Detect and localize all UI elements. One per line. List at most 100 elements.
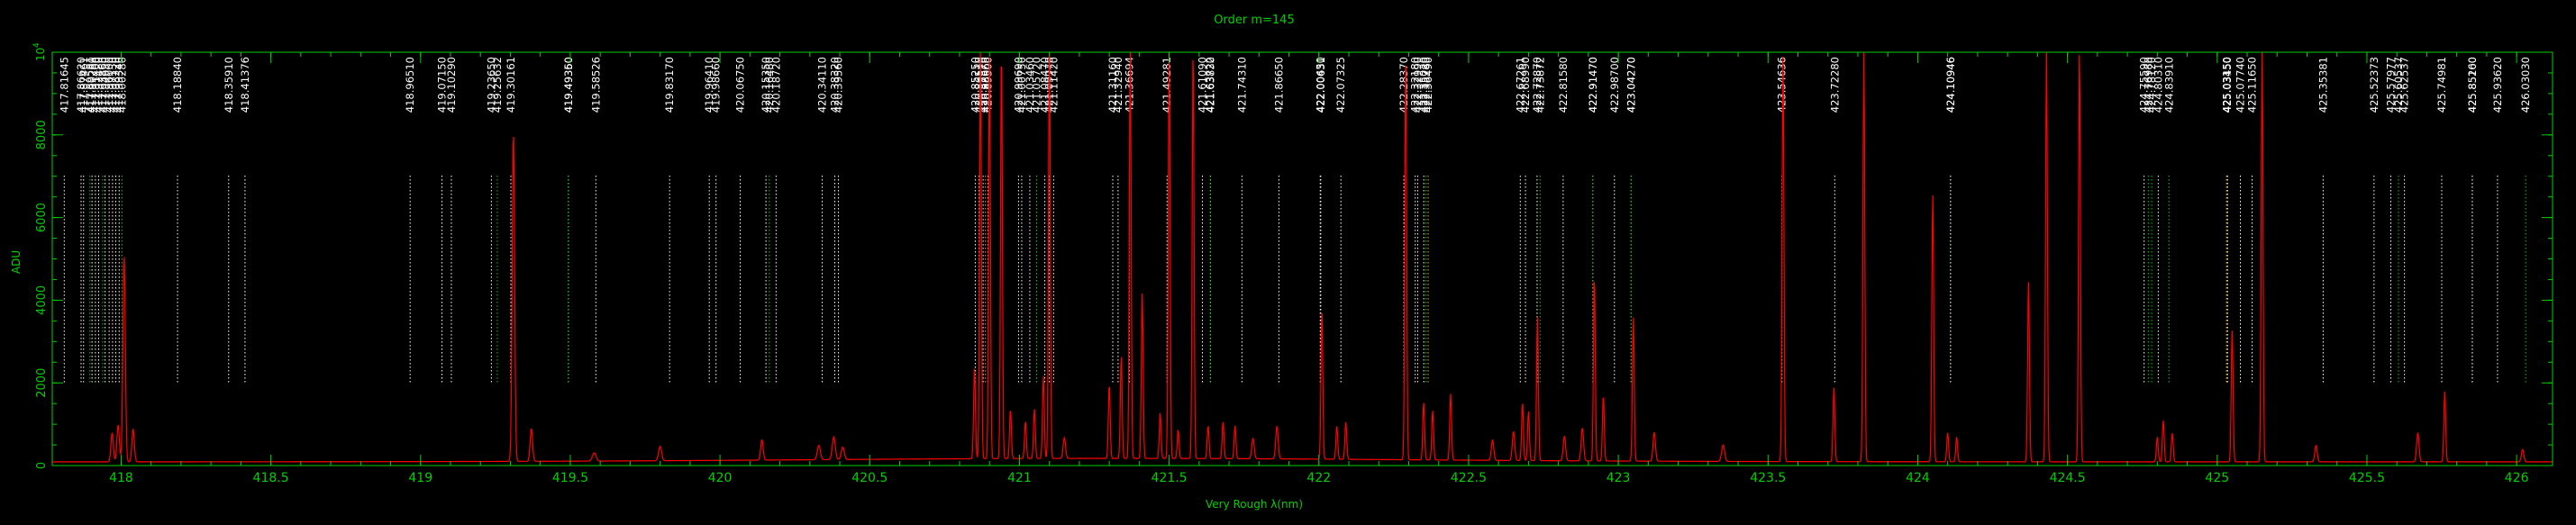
line-id-label: 425.57977: [2385, 57, 2398, 113]
y-tick-label: 8000: [35, 120, 49, 149]
line-id-label: 425.03150: [2220, 57, 2233, 113]
line-id-label: 420.16480: [763, 57, 776, 113]
line-id-label: 421.05720: [1031, 57, 1043, 113]
line-id-label: 417.96000: [103, 57, 115, 113]
line-id-label: 421.86650: [1272, 57, 1285, 113]
line-id-label: 417.91400: [89, 57, 102, 113]
line-id-label: 425.62537: [2399, 57, 2411, 113]
x-tick-label: 422: [1306, 471, 1331, 485]
line-id-label: 419.83170: [663, 57, 676, 113]
line-id-label: 422.00450: [1314, 57, 1326, 113]
line-id-label: 419.98660: [710, 57, 723, 113]
line-id-label: 420.85250: [969, 57, 981, 113]
x-tick-label: 425.5: [2349, 471, 2385, 485]
line-id-label: 422.98700: [1608, 57, 1621, 113]
spectrum-line: [52, 51, 2553, 463]
line-id-label: 419.07150: [436, 57, 449, 113]
line-id-label: 421.03460: [1024, 57, 1036, 113]
y-top-label: 10 4: [32, 42, 47, 61]
line-id-label: 417.92480: [92, 57, 105, 113]
line-id-label: 418.00280: [115, 57, 128, 113]
x-tick-label: 424.5: [2050, 471, 2086, 485]
line-id-label: 419.30161: [505, 57, 517, 113]
line-id-label: 425.60537: [2392, 57, 2405, 113]
line-id-label: 425.03450: [2221, 57, 2234, 113]
line-id-label: 418.35910: [223, 57, 235, 113]
x-axis: 418 418.5 419 419.5 420 420.5 421 421.5 422 422.5…: [109, 52, 2529, 485]
line-id-label: 421.49281: [1161, 57, 1173, 113]
x-tick-label: 419: [408, 471, 432, 485]
line-id-label: 421.00750: [1015, 57, 1028, 113]
line-id-label: 422.36490: [1422, 57, 1434, 113]
line-id-label: 420.34110: [816, 57, 829, 113]
line-id-label: 420.39560: [833, 57, 845, 113]
line-id-label: 420.86510: [973, 57, 986, 113]
x-tick-label: 424: [1906, 471, 1930, 485]
x-tick-label: 421: [1007, 471, 1032, 485]
y-tick-label: 2000: [35, 368, 49, 398]
line-id-label: 422.91470: [1587, 57, 1599, 113]
line-id-label: 422.32990: [1411, 57, 1424, 113]
line-id-label: 420.38320: [829, 57, 842, 113]
x-axis-label: Very Rough λ(nm): [1206, 498, 1303, 511]
line-id-label: 422.73872: [1534, 57, 1546, 113]
line-id-label: 417.99340: [113, 57, 125, 113]
line-id-label: 424.75590: [2138, 57, 2151, 113]
line-id-label: 419.58526: [589, 57, 602, 113]
line-id-label: 417.86620: [75, 57, 87, 113]
spectrum-series: [52, 51, 2553, 463]
line-id-label: 423.04270: [1625, 57, 1637, 113]
line-id-label: 421.36694: [1123, 57, 1135, 113]
line-id-label: 419.96410: [703, 57, 715, 113]
line-id-label: 423.72280: [1828, 57, 1841, 113]
line-id-label: 424.10946: [1944, 57, 1957, 113]
line-id-label: 419.25632: [491, 57, 504, 113]
line-id-label: 420.15350: [760, 57, 772, 113]
line-id-label: 424.10946: [1944, 57, 1957, 113]
x-tick-label: 421.5: [1151, 471, 1188, 485]
line-id-label: 422.07325: [1334, 57, 1347, 113]
line-id-label: 420.89500: [982, 57, 995, 113]
line-id-label: 425.74981: [2435, 57, 2448, 113]
y-axis: 0 2000 4000 6000 8000: [35, 51, 2553, 469]
x-tick-label: 422.5: [1451, 471, 1487, 485]
line-id-label: 421.74310: [1235, 57, 1248, 113]
x-tick-label: 418.5: [253, 471, 289, 485]
line-id-label: 417.81645: [58, 57, 70, 113]
line-id-label: 417.97130: [106, 57, 119, 113]
line-id-label: 417.87461: [77, 57, 90, 113]
y-top-exponent: 4: [32, 42, 41, 48]
line-id-label: 425.07740: [2235, 57, 2247, 113]
line-id-label: 418.18840: [171, 57, 184, 113]
x-tick-label: 419.5: [552, 471, 588, 485]
y-axis-label: ADU: [10, 250, 23, 274]
line-identifications: 417.81645 417.86620417.87461417.90280417.…: [58, 57, 2532, 383]
y-tick-label: 0: [35, 462, 49, 469]
line-id-label: 424.78120: [2145, 57, 2158, 113]
x-tick-label: 423: [1607, 471, 1631, 485]
line-id-label: 424.76980: [2142, 57, 2154, 113]
line-id-label: 421.32940: [1112, 57, 1124, 113]
line-id-label: 422.35020: [1417, 57, 1430, 113]
line-id-label: 421.63830: [1205, 57, 1217, 113]
line-id-label: 420.06750: [734, 57, 747, 113]
line-id-label: 419.10290: [445, 57, 458, 113]
line-id-label: 423.54636: [1776, 57, 1789, 113]
line-id-label: 425.11650: [2246, 57, 2259, 113]
x-tick-label: 425: [2205, 471, 2229, 485]
line-id-label: 417.98220: [110, 57, 123, 113]
y-top-base: 10: [34, 48, 47, 61]
line-id-label: 418.96510: [404, 57, 416, 113]
x-tick-label: 423.5: [1750, 471, 1786, 485]
line-id-label: 422.72870: [1531, 57, 1543, 113]
chart-title: Order m=145: [1214, 14, 1294, 27]
line-id-label: 417.93860: [96, 57, 109, 113]
line-id-label: 421.08470: [1039, 57, 1051, 113]
line-id-label: 425.52373: [2368, 57, 2380, 113]
line-id-label: 422.68990: [1519, 57, 1532, 113]
line-id-label: 424.80310: [2152, 57, 2164, 113]
line-id-label: 419.23650: [485, 57, 497, 113]
line-id-label: 422.67261: [1514, 57, 1526, 113]
y-tick-label: 6000: [35, 203, 49, 232]
